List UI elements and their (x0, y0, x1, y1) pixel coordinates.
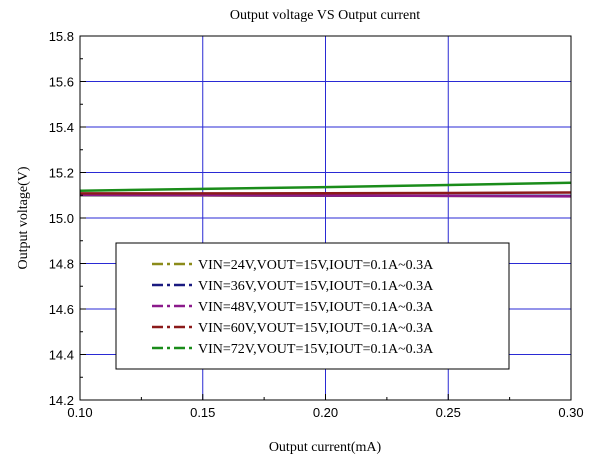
y-tick-label: 15.2 (49, 166, 74, 181)
chart-title: Output voltage VS Output current (230, 8, 420, 23)
y-tick-labels: 14.2 14.4 14.6 14.8 15.0 15.2 15.4 15.6 15.8 (49, 29, 74, 408)
y-tick-label: 14.6 (49, 302, 74, 317)
y-tick-label: 14.8 (49, 257, 74, 272)
y-tick-label: 15.0 (49, 211, 74, 226)
y-tick-label: 14.4 (49, 348, 74, 363)
legend-label-1: VIN=24V,VOUT=15V,IOUT=0.1A~0.3A (198, 258, 434, 273)
x-tick-labels: 0.10 0.15 0.20 0.25 0.30 (67, 405, 583, 420)
x-tick-label: 0.25 (436, 405, 461, 420)
y-tick-label: 15.6 (49, 75, 74, 90)
series-line-4 (80, 191, 572, 195)
x-axis-label: Output current(mA) (269, 440, 382, 455)
y-axis-label: Output voltage(V) (16, 166, 31, 269)
legend: VIN=24V,VOUT=15V,IOUT=0.1A~0.3A VIN=36V,V… (115, 242, 510, 370)
series-line-3 (79, 193, 572, 198)
legend-label-4: VIN=60V,VOUT=15V,IOUT=0.1A~0.3A (198, 321, 434, 336)
series-line-5 (79, 181, 572, 192)
x-tick-label: 0.30 (558, 405, 583, 420)
x-tick-label: 0.15 (190, 405, 215, 420)
legend-label-5: VIN=72V,VOUT=15V,IOUT=0.1A~0.3A (198, 342, 434, 357)
axis-ticks (79, 35, 572, 401)
x-tick-label: 0.10 (67, 405, 92, 420)
y-tick-label: 15.4 (49, 120, 74, 135)
plot-lines (79, 181, 572, 198)
legend-label-2: VIN=36V,VOUT=15V,IOUT=0.1A~0.3A (198, 279, 434, 294)
x-tick-label: 0.20 (313, 405, 338, 420)
y-tick-label: 14.2 (49, 393, 74, 408)
legend-label-3: VIN=48V,VOUT=15V,IOUT=0.1A~0.3A (198, 300, 434, 315)
y-tick-label: 15.8 (49, 29, 74, 44)
